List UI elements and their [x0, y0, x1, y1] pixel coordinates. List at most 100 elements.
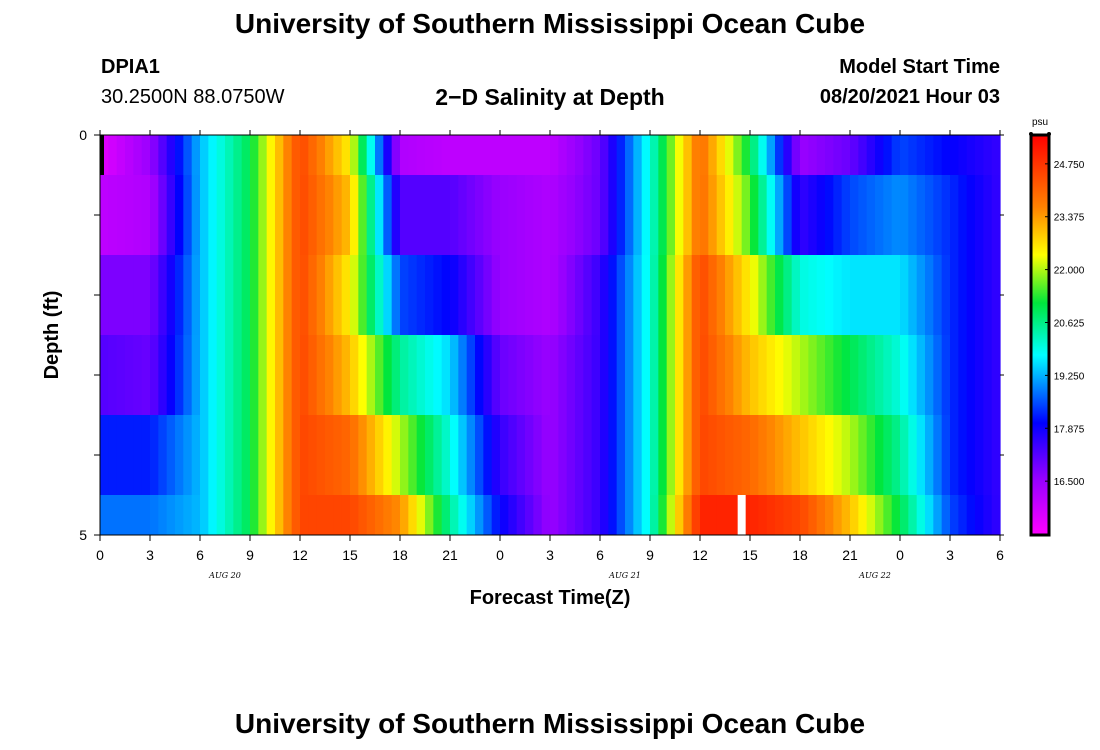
heatmap-cell	[916, 135, 926, 175]
heatmap-cell	[550, 415, 559, 495]
heatmap-cell	[891, 255, 901, 335]
heatmap-cell	[116, 335, 126, 415]
heatmap-cells	[100, 135, 1001, 535]
heatmap-cell	[833, 335, 843, 415]
heatmap-cell	[941, 495, 951, 535]
heatmap-cell	[266, 255, 276, 335]
heatmap-cell	[616, 135, 626, 175]
heatmap-cell	[683, 335, 693, 415]
heatmap-cell	[883, 415, 893, 495]
heatmap-cell	[916, 175, 926, 255]
heatmap-cell	[575, 495, 584, 535]
heatmap-cell	[558, 135, 568, 175]
heatmap-cell	[150, 255, 159, 335]
x-tick-label: 15	[342, 547, 358, 563]
heatmap-cell	[175, 255, 184, 335]
heatmap-cell	[416, 135, 426, 175]
heatmap-cell	[125, 415, 134, 495]
heatmap-cell	[158, 175, 168, 255]
heatmap-cell	[425, 255, 434, 335]
main-title: University of Southern Mississippi Ocean…	[234, 8, 866, 39]
heatmap-cell	[383, 255, 393, 335]
heatmap-cell	[758, 495, 768, 535]
heatmap-cell	[108, 335, 118, 415]
heatmap-cell	[133, 255, 143, 335]
colorbar-tick-label: 24.750	[1054, 160, 1085, 171]
heatmap-cell	[800, 135, 809, 175]
heatmap-cell	[266, 415, 276, 495]
heatmap-cell	[750, 135, 759, 175]
heatmap-cell	[483, 415, 493, 495]
heatmap-cell	[125, 495, 134, 535]
heatmap-cell	[933, 415, 943, 495]
heatmap-cell	[158, 255, 168, 335]
heatmap-cell	[233, 255, 243, 335]
heatmap-cell	[708, 175, 718, 255]
heatmap-cell	[200, 335, 209, 415]
heatmap-cell	[183, 175, 193, 255]
heatmap-cell	[108, 415, 118, 495]
heatmap-cell	[183, 255, 193, 335]
heatmap-cell	[350, 255, 359, 335]
heatmap-cell	[741, 175, 751, 255]
heatmap-cell	[216, 135, 226, 175]
colorbar-tick-label: 19.250	[1054, 371, 1085, 382]
heatmap-cell	[791, 415, 801, 495]
x-tick-label: 21	[442, 547, 458, 563]
heatmap-cell	[541, 255, 551, 335]
heatmap-cell	[341, 495, 351, 535]
heatmap-cell	[900, 495, 909, 535]
heatmap-cell	[700, 335, 709, 415]
heatmap-cell	[583, 415, 593, 495]
heatmap-cell	[591, 255, 601, 335]
heatmap-cell	[933, 135, 943, 175]
heatmap-cell	[641, 415, 651, 495]
heatmap-cell	[541, 335, 551, 415]
heatmap-cell	[533, 175, 543, 255]
heatmap-cell	[591, 135, 601, 175]
x-tick-label: 3	[546, 547, 554, 563]
heatmap-cell	[733, 335, 743, 415]
heatmap-cell	[816, 495, 826, 535]
heatmap-cell	[933, 255, 943, 335]
heatmap-cell	[166, 495, 176, 535]
heatmap-cell	[641, 255, 651, 335]
heatmap-cell	[766, 135, 776, 175]
x-tick-label: 3	[146, 547, 154, 563]
heatmap-cell	[308, 335, 318, 415]
heatmap-cell	[950, 255, 959, 335]
heatmap-cell	[691, 415, 701, 495]
heatmap-cell	[175, 495, 184, 535]
heatmap-cell	[566, 255, 576, 335]
heatmap-cell	[200, 415, 209, 495]
heatmap-cell	[983, 175, 993, 255]
heatmap-cell	[833, 415, 843, 495]
heatmap-cell	[425, 135, 434, 175]
heatmap-cell	[641, 335, 651, 415]
heatmap-cell	[675, 415, 684, 495]
heatmap-cell	[316, 255, 326, 335]
heatmap-cell	[766, 495, 776, 535]
heatmap-cell	[391, 175, 401, 255]
heatmap-cell	[208, 135, 218, 175]
heatmap-cell	[200, 495, 209, 535]
heatmap-cell	[291, 255, 301, 335]
heatmap-cell	[800, 335, 809, 415]
heatmap-cell	[308, 255, 318, 335]
heatmap-cell	[225, 135, 234, 175]
heatmap-cell	[783, 495, 793, 535]
heatmap-cell	[141, 135, 151, 175]
heatmap-cell	[550, 255, 559, 335]
heatmap-cell	[683, 175, 693, 255]
heatmap-cell	[600, 415, 609, 495]
heatmap-cell	[883, 255, 893, 335]
heatmap-cell	[766, 335, 776, 415]
heatmap-cell	[375, 175, 384, 255]
heatmap-cell	[966, 495, 976, 535]
heatmap-cell	[650, 255, 659, 335]
heatmap-cell	[950, 415, 959, 495]
heatmap-cell	[341, 415, 351, 495]
heatmap-cell	[508, 415, 518, 495]
heatmap-cell	[333, 135, 343, 175]
heatmap-cell	[350, 415, 359, 495]
